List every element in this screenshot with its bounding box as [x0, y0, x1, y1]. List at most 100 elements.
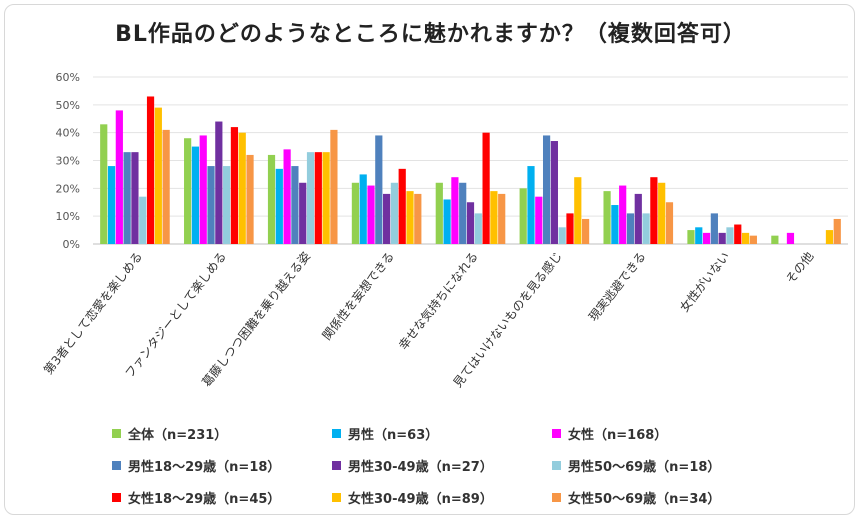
bar	[383, 193, 391, 244]
legend-swatch	[552, 492, 561, 502]
legend-label: 男性30-49歳（n=27）	[348, 459, 493, 475]
bar	[267, 154, 276, 244]
x-tick-label: 現実逃避できる	[585, 249, 648, 324]
legend-label: 女性18〜29歳（n=45）	[128, 491, 281, 507]
bar	[199, 135, 207, 244]
legend-item: 全体（n=231）	[112, 423, 227, 443]
bar	[238, 132, 246, 244]
bar	[351, 182, 360, 244]
bar	[459, 182, 467, 244]
x-tick-label: その他	[783, 249, 816, 286]
bar	[581, 218, 590, 244]
x-tick-label: 関係性を妄想できる	[319, 249, 397, 343]
legend-item: 男性（n=63）	[332, 423, 438, 443]
bar	[825, 230, 834, 244]
bar	[215, 121, 223, 244]
legend-swatch	[112, 460, 121, 470]
x-tick-label: ファンタジーとして楽しめる	[122, 249, 229, 380]
bar	[154, 107, 162, 245]
bar	[390, 182, 399, 244]
chart-frame	[4, 4, 855, 515]
legend-swatch	[332, 492, 341, 502]
bar	[398, 168, 406, 244]
bar	[558, 227, 566, 244]
bar	[406, 191, 414, 244]
bar	[718, 232, 726, 244]
x-tick-label: 第3者として恋愛を楽しめる	[40, 249, 145, 377]
legend-label: 男性（n=63）	[348, 427, 439, 443]
bar	[466, 202, 475, 244]
legend-swatch	[552, 460, 561, 470]
bar	[786, 232, 795, 244]
bar	[535, 196, 543, 244]
bar	[519, 188, 527, 244]
legend-item: 男性30-49歳（n=27）	[332, 455, 493, 475]
bar	[603, 191, 611, 244]
legend-swatch	[112, 428, 121, 438]
bar	[566, 213, 574, 244]
bar	[291, 166, 299, 244]
x-tick-label: 幸せな気持ちになれる	[395, 249, 481, 353]
bar	[283, 149, 291, 244]
legend-swatch	[112, 492, 121, 502]
bar	[115, 110, 123, 245]
y-tick-label: 30%	[56, 155, 80, 168]
bar	[299, 182, 307, 244]
legend-swatch	[332, 428, 341, 438]
bar	[275, 168, 283, 244]
bar	[191, 146, 200, 244]
legend-label: 男性18〜29歳（n=18）	[128, 459, 281, 475]
bar	[726, 227, 734, 244]
bar	[367, 185, 375, 244]
bar	[107, 166, 116, 244]
bar	[435, 182, 443, 244]
bar	[626, 213, 635, 244]
bar	[658, 182, 666, 244]
legend-label: 男性50〜69歳（n=18）	[568, 459, 721, 475]
bar	[443, 199, 451, 244]
bar	[710, 213, 718, 244]
bar	[359, 174, 367, 244]
bar	[162, 129, 170, 244]
bar	[123, 152, 131, 244]
x-tick-label: 女性がいない	[676, 249, 732, 315]
bar	[184, 138, 192, 244]
bar	[146, 96, 155, 244]
y-tick-label: 50%	[56, 99, 80, 112]
bar	[665, 202, 674, 244]
legend-item: 女性30-49歳（n=89）	[332, 487, 493, 507]
bar	[749, 235, 757, 244]
bar	[634, 193, 642, 244]
bar	[330, 129, 338, 244]
bar	[833, 218, 841, 244]
legend-swatch	[332, 460, 341, 470]
bar	[139, 196, 147, 244]
bar	[695, 227, 703, 244]
chart-title: BL作品のどのようなところに魅かれますか？（複数回答可）	[115, 22, 746, 47]
legend-item: 男性18〜29歳（n=18）	[112, 455, 280, 475]
legend-item: 女性18〜29歳（n=45）	[112, 487, 280, 507]
bar	[771, 235, 779, 244]
y-tick-label: 60%	[56, 71, 80, 84]
bar	[542, 135, 551, 244]
bar	[375, 135, 383, 244]
legend-item: 女性（n=168）	[552, 423, 667, 443]
bar	[230, 127, 239, 244]
bar	[414, 193, 422, 244]
legend-item: 男性50〜69歳（n=18）	[552, 455, 720, 475]
bar	[550, 141, 558, 244]
y-tick-label: 10%	[56, 210, 80, 223]
legend-label: 女性（n=168）	[568, 427, 668, 443]
bar	[498, 193, 506, 244]
y-tick-label: 20%	[56, 182, 80, 195]
bar	[611, 205, 619, 244]
bar	[687, 230, 695, 244]
bar	[527, 166, 535, 244]
bar	[702, 232, 711, 244]
y-tick-label: 0%	[63, 238, 80, 251]
bar	[100, 124, 108, 244]
bar	[574, 177, 582, 244]
bar	[482, 132, 490, 244]
bar	[246, 154, 254, 244]
